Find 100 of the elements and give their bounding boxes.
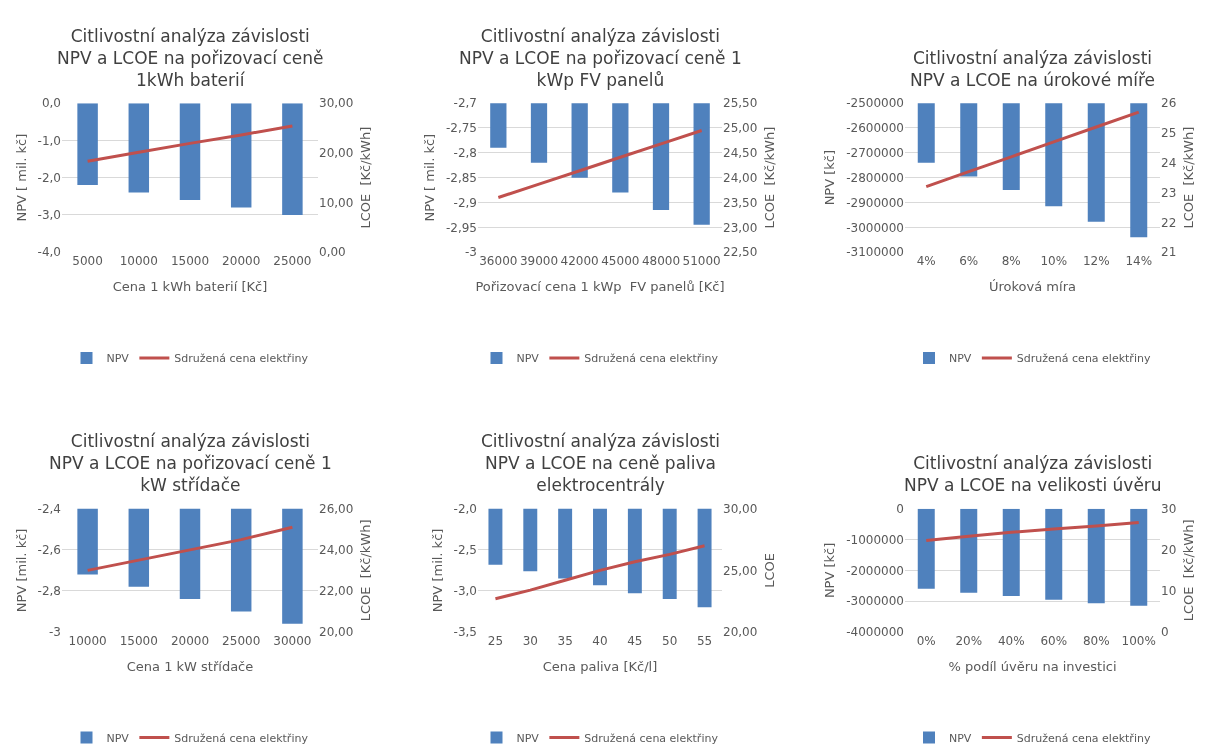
y-axis-title: NPV [mil. kč] (13, 528, 29, 613)
line-series (924, 520, 1141, 542)
legend-label: NPV (516, 352, 540, 366)
y-tick-label: -2,95 (445, 220, 477, 235)
y2-tick-label: 20,00 (319, 625, 354, 640)
x-tick-label: 55 (696, 633, 713, 648)
x-tick-label: 12% (1082, 254, 1110, 269)
line-series (496, 128, 704, 200)
x-tick-label: 42000 (560, 254, 599, 269)
y2-tick-label: 20,00 (319, 146, 354, 161)
y-tick-label: -2600000 (846, 121, 904, 136)
x-tick-label: 8% (1001, 254, 1021, 269)
x-tick-label: 14% (1125, 254, 1153, 269)
x-tick-label: 15000 (170, 254, 210, 269)
x-tick-label: 6% (959, 254, 979, 269)
y-tick-label: -3,0 (37, 208, 61, 223)
y2-tick-label: 20,00 (723, 625, 758, 640)
y2-tick-label: 23,50 (723, 195, 758, 210)
x-tick-label: 4% (916, 254, 936, 269)
y2-tick-label: 24,00 (319, 543, 354, 558)
x-tick-label: 15000 (119, 633, 158, 648)
legend-label: Sdružená cena elektřiny (1016, 731, 1151, 745)
y-tick-label: 0,0 (41, 96, 61, 111)
x-tick-label: 50 (662, 633, 678, 648)
y-tick-label: -3,5 (453, 625, 477, 640)
y-tick-label: -3100000 (846, 245, 904, 260)
y2-axis-title: LCOE [Kč/kWh] (357, 519, 373, 622)
y2-tick-label: 30 (1161, 502, 1177, 517)
y-tick-label: -2,8 (37, 584, 61, 599)
legend-label: NPV (516, 731, 540, 745)
x-tick-label: 25 (487, 633, 504, 648)
x-tick-label: 60% (1040, 633, 1068, 648)
y-tick-label: -1,0 (37, 133, 61, 148)
y2-tick-label: 25 (1161, 126, 1177, 141)
x-tick-label: 40% (997, 633, 1025, 648)
y2-axis-title: LCOE [Kč/kWh] (1180, 519, 1196, 622)
y-axis-title: NPV [kč] (822, 149, 838, 206)
y2-tick-label: 10,00 (319, 195, 354, 210)
line-series (86, 525, 294, 572)
y-axis-title: NPV [ mil. kč] (421, 133, 437, 222)
y-axis-title: NPV [mil. kč] (429, 528, 445, 613)
x-tick-label: 100% (1121, 633, 1156, 648)
legend-label: Sdružená cena elektřiny (1016, 352, 1151, 366)
x-tick-label: 48000 (641, 254, 681, 269)
y2-tick-label: 22,00 (319, 584, 354, 599)
y2-tick-label: 24,50 (723, 146, 758, 161)
y-tick-label: -3000000 (846, 220, 904, 235)
x-axis-title: Cena 1 kWh baterií [Kč] (112, 278, 268, 294)
x-axis-title: Pořizovací cena 1 kWp FV panelů [Kč] (475, 278, 725, 294)
y-tick-label: -3 (465, 245, 477, 260)
x-tick-label: 39000 (519, 254, 559, 269)
x-tick-label: 35 (557, 633, 573, 648)
y2-tick-label: 26,00 (319, 502, 354, 517)
line-series (86, 124, 294, 163)
x-tick-label: 5000 (72, 254, 103, 269)
x-axis-title: Úroková míra (989, 278, 1076, 294)
chart-title: Citlivostní analýza závislosti NPV a LCOE na pořizovací ceně 1kWh baterií (57, 26, 324, 91)
y-tick-label: -2,75 (445, 121, 477, 136)
chart-title: Citlivostní analýza závislosti NPV a LCOE na ceně paliva elektrocentrály (481, 431, 721, 496)
chart-title: Citlivostní analýza závislosti NPV a LCOE na velikosti úvěru (904, 453, 1162, 496)
y2-tick-label: 23 (1161, 185, 1177, 200)
x-tick-label: 30000 (273, 633, 312, 648)
x-tick-label: 45000 (601, 254, 640, 269)
y-tick-label: -2,8 (453, 146, 477, 161)
legend-label: NPV (949, 731, 972, 745)
y2-tick-label: 21 (1161, 245, 1177, 260)
y2-tick-label: 24,00 (723, 170, 758, 185)
y-tick-label: -2,7 (453, 96, 477, 111)
line-series (924, 110, 1141, 189)
legend-label: NPV (106, 731, 130, 745)
legend-label: Sdružená cena elektřiny (174, 352, 309, 366)
y2-axis-title: LCOE (761, 553, 777, 588)
y-tick-label: -2,0 (37, 170, 61, 185)
x-tick-label: 20000 (170, 633, 210, 648)
y-tick-label: -4000000 (846, 625, 904, 640)
legend-label: Sdružená cena elektřiny (174, 731, 309, 745)
legend-label: Sdružená cena elektřiny (584, 731, 719, 745)
x-tick-label: 20% (955, 633, 983, 648)
y2-tick-label: 10 (1161, 584, 1177, 599)
line-series (493, 544, 707, 601)
x-tick-label: 10000 (119, 254, 158, 269)
x-tick-label: 40 (592, 633, 608, 648)
y-tick-label: -1000000 (846, 532, 904, 547)
y2-tick-label: 23,00 (723, 220, 758, 235)
y-tick-label: -2800000 (846, 170, 904, 185)
y2-tick-label: 24 (1161, 155, 1177, 170)
x-tick-label: 20000 (222, 254, 261, 269)
y2-tick-label: 0 (1161, 625, 1169, 640)
chart-title: Citlivostní analýza závislosti NPV a LCOE na pořizovací ceně 1 kWp FV panelů (459, 26, 742, 91)
x-tick-label: 51000 (682, 254, 721, 269)
x-tick-label: 30 (522, 633, 538, 648)
y-tick-label: -2900000 (846, 195, 904, 210)
x-tick-label: 0% (916, 633, 936, 648)
y2-tick-label: 22 (1161, 215, 1177, 230)
x-axis-title: Cena paliva [Kč/l] (542, 658, 658, 674)
y-tick-label: -3000000 (846, 594, 904, 609)
x-axis-title: % podíl úvěru na investici (948, 658, 1117, 674)
y-tick-label: -2,0 (453, 502, 477, 517)
legend-label: Sdružená cena elektřiny (584, 352, 719, 366)
y2-tick-label: 30,00 (723, 502, 758, 517)
